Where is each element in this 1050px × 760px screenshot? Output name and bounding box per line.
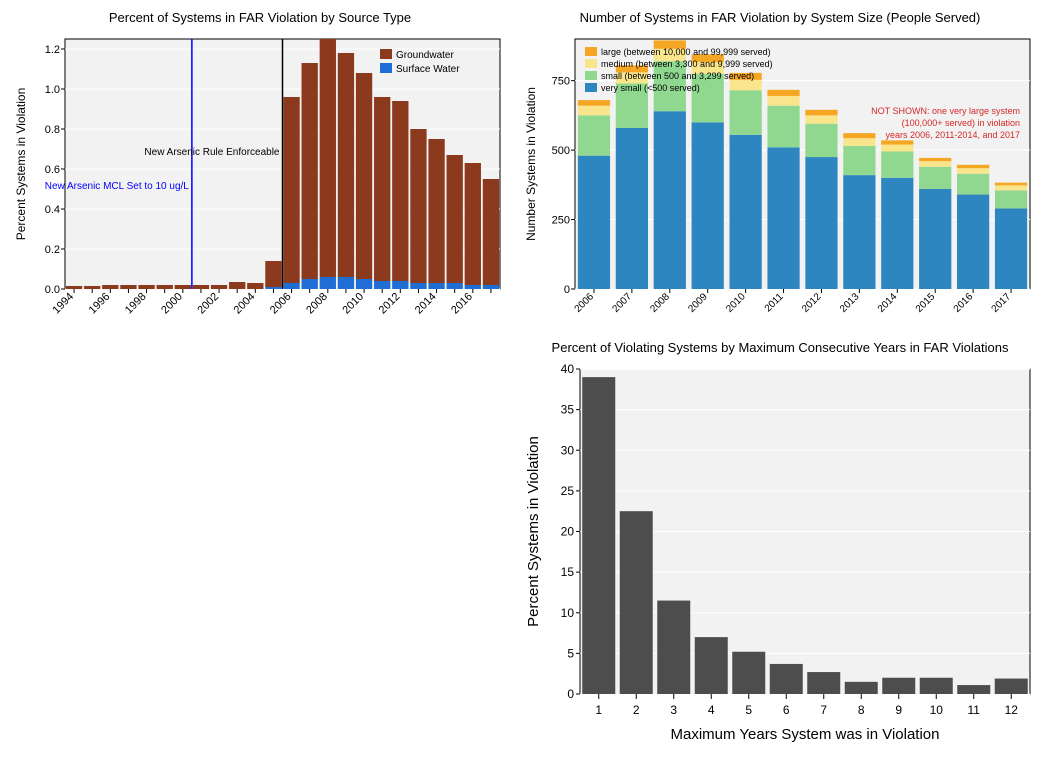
svg-text:small (between 500 and 3,299 s: small (between 500 and 3,299 served) <box>601 71 754 81</box>
svg-text:2015: 2015 <box>914 291 938 315</box>
svg-text:0: 0 <box>567 687 574 701</box>
chart2-title: Number of Systems in FAR Violation by Sy… <box>520 10 1040 25</box>
svg-text:9: 9 <box>895 703 902 717</box>
chart1-panel: Percent of Systems in FAR Violation by S… <box>10 10 510 330</box>
svg-text:11: 11 <box>968 703 981 717</box>
svg-text:0.8: 0.8 <box>45 124 60 136</box>
svg-text:2014: 2014 <box>413 291 439 317</box>
svg-text:5: 5 <box>745 703 752 717</box>
svg-text:0.0: 0.0 <box>45 284 60 296</box>
chart3-svg: 0510152025303540123456789101112Percent S… <box>520 359 1040 749</box>
svg-text:2016: 2016 <box>449 291 475 317</box>
chart1-title: Percent of Systems in FAR Violation by S… <box>10 10 510 25</box>
svg-text:15: 15 <box>561 565 575 579</box>
svg-text:7: 7 <box>820 703 827 717</box>
svg-text:40: 40 <box>561 362 575 376</box>
svg-text:2006: 2006 <box>268 291 294 317</box>
svg-text:Percent Systems in Violation: Percent Systems in Violation <box>14 88 28 241</box>
svg-text:3: 3 <box>670 703 677 717</box>
svg-text:2004: 2004 <box>232 291 258 317</box>
svg-text:2012: 2012 <box>800 291 824 315</box>
svg-text:2008: 2008 <box>648 291 672 315</box>
svg-text:NOT SHOWN: one very large syst: NOT SHOWN: one very large system <box>871 106 1020 116</box>
svg-text:10: 10 <box>561 606 575 620</box>
svg-text:1.2: 1.2 <box>45 44 60 56</box>
svg-text:years 2006, 2011-2014, and 201: years 2006, 2011-2014, and 2017 <box>886 130 1020 140</box>
svg-text:2012: 2012 <box>377 291 403 317</box>
svg-text:2013: 2013 <box>838 291 862 315</box>
svg-text:0.2: 0.2 <box>45 244 60 256</box>
svg-text:6: 6 <box>783 703 790 717</box>
chart1-svg: 0.00.20.40.60.81.01.21994199619982000200… <box>10 29 510 329</box>
svg-text:10: 10 <box>930 703 944 717</box>
svg-text:2: 2 <box>633 703 640 717</box>
svg-text:1.0: 1.0 <box>45 84 60 96</box>
svg-text:large (between 10,000 and 99,9: large (between 10,000 and 99,999 served) <box>601 47 771 57</box>
svg-text:2010: 2010 <box>724 291 748 315</box>
svg-text:2006: 2006 <box>573 291 597 315</box>
svg-text:1: 1 <box>595 703 602 717</box>
svg-text:New Arsenic Rule Enforceable: New Arsenic Rule Enforceable <box>144 147 280 158</box>
chart3-title: Percent of Violating Systems by Maximum … <box>520 340 1040 355</box>
svg-text:250: 250 <box>552 215 570 227</box>
svg-text:Groundwater: Groundwater <box>396 50 454 61</box>
svg-text:0: 0 <box>564 284 570 296</box>
chart2-panel: Number of Systems in FAR Violation by Sy… <box>520 10 1040 330</box>
svg-text:2008: 2008 <box>304 291 330 317</box>
svg-text:500: 500 <box>552 145 570 157</box>
svg-text:New Arsenic MCL Set to 10 ug/L: New Arsenic MCL Set to 10 ug/L <box>45 181 190 192</box>
svg-text:4: 4 <box>708 703 715 717</box>
svg-text:2010: 2010 <box>340 291 366 317</box>
chart2-svg: 0 250 500 750 2006 2007 2008 2009 2010 2011 2012 20… <box>520 29 1040 329</box>
svg-text:2016: 2016 <box>952 291 976 315</box>
svg-text:2009: 2009 <box>686 291 710 315</box>
chart3-panel: Percent of Violating Systems by Maximum … <box>520 340 1040 750</box>
svg-text:very small (<500 served): very small (<500 served) <box>601 83 700 93</box>
svg-text:Maximum Years System was in Vi: Maximum Years System was in Violation <box>670 726 939 743</box>
svg-text:1998: 1998 <box>123 291 149 317</box>
svg-text:2000: 2000 <box>159 291 185 317</box>
svg-text:2007: 2007 <box>610 291 634 315</box>
svg-text:0.4: 0.4 <box>45 204 60 216</box>
svg-text:Percent Systems in Violation: Percent Systems in Violation <box>525 436 542 627</box>
svg-text:1996: 1996 <box>87 291 113 317</box>
svg-text:12: 12 <box>1005 703 1019 717</box>
svg-text:30: 30 <box>561 443 575 457</box>
svg-text:2017: 2017 <box>990 291 1014 315</box>
svg-text:(100,000+ served) in violation: (100,000+ served) in violation <box>902 118 1020 128</box>
svg-text:medium (between 3,300 and 9,99: medium (between 3,300 and 9,999 served) <box>601 59 773 69</box>
svg-text:25: 25 <box>561 484 575 498</box>
svg-text:2014: 2014 <box>876 291 900 315</box>
svg-text:Number Systems in Violation: Number Systems in Violation <box>524 87 538 241</box>
svg-text:5: 5 <box>567 646 574 660</box>
svg-text:0.6: 0.6 <box>45 164 60 176</box>
svg-text:750: 750 <box>552 76 570 88</box>
svg-text:8: 8 <box>858 703 865 717</box>
svg-text:2011: 2011 <box>763 291 786 314</box>
svg-text:35: 35 <box>561 403 575 417</box>
svg-text:Surface Water: Surface Water <box>396 64 460 75</box>
svg-text:2002: 2002 <box>195 291 221 317</box>
svg-text:20: 20 <box>561 525 575 539</box>
